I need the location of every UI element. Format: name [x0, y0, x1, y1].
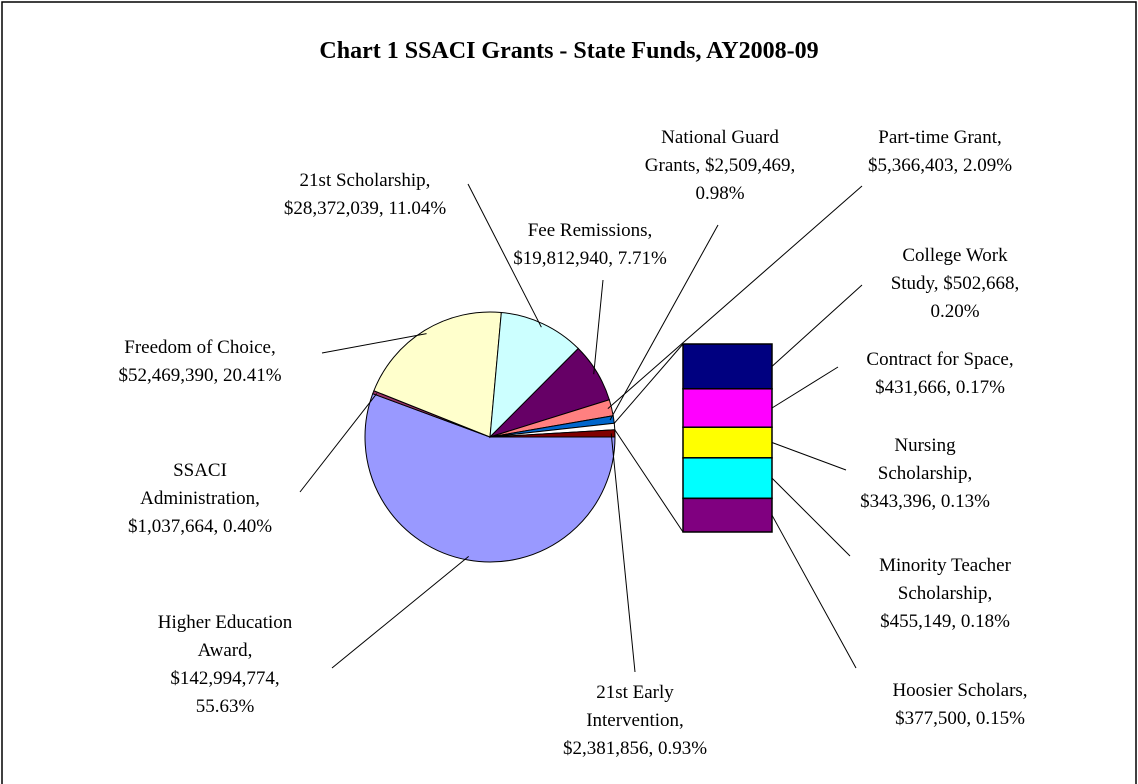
- data-label: 21st Early: [596, 682, 674, 703]
- data-label: Hoosier Scholars,: [892, 680, 1027, 701]
- bar-segment: [682, 497, 773, 533]
- data-label: $28,372,039, 11.04%: [284, 198, 447, 219]
- bar-segment: [682, 343, 773, 390]
- leader-line: [331, 555, 469, 669]
- data-label: Fee Remissions,: [528, 220, 653, 241]
- data-label: 0.98%: [695, 183, 744, 204]
- leader-line: [610, 433, 636, 673]
- data-label: $1,037,664, 0.40%: [128, 516, 272, 537]
- leader-line: [593, 279, 604, 375]
- data-label: 0.20%: [930, 301, 979, 322]
- leader-line: [607, 185, 863, 409]
- data-label: Grants, $2,509,469,: [645, 155, 795, 176]
- data-label: $19,812,940, 7.71%: [513, 248, 667, 269]
- leader-line: [771, 442, 847, 471]
- leader-line: [771, 477, 851, 557]
- leader-line: [299, 393, 378, 493]
- data-label: Intervention,: [586, 710, 684, 731]
- data-label: Nursing: [894, 435, 956, 456]
- leader-line: [609, 224, 719, 421]
- bar-segment: [682, 426, 773, 459]
- data-label: $455,149, 0.18%: [880, 611, 1010, 632]
- data-label: Contract for Space,: [866, 349, 1013, 370]
- data-label: Award,: [198, 640, 253, 661]
- data-label: Minority Teacher: [879, 555, 1011, 576]
- data-label: Scholarship,: [898, 583, 992, 604]
- bar-segment: [682, 457, 773, 500]
- pie-slice: [489, 311, 579, 439]
- leader-line: [321, 333, 427, 354]
- data-label: $431,666, 0.17%: [875, 377, 1005, 398]
- bar-segment: [682, 388, 773, 428]
- leader-line: [771, 284, 863, 367]
- data-label: Part-time Grant,: [878, 127, 1001, 148]
- leader-line: [771, 366, 839, 409]
- data-label: Scholarship,: [878, 463, 972, 484]
- data-label: National Guard: [661, 127, 779, 148]
- pie-slice: [489, 429, 616, 438]
- data-label: $343,396, 0.13%: [860, 491, 990, 512]
- chart-title: Chart 1 SSACI Grants - State Funds, AY20…: [319, 38, 818, 64]
- pie-slice: [373, 311, 502, 438]
- series-line: [614, 429, 684, 533]
- leader-line: [771, 514, 857, 669]
- data-label: College Work: [902, 245, 1008, 266]
- leader-line: [467, 183, 542, 328]
- data-label: Higher Education: [158, 612, 293, 633]
- data-label: 21st Scholarship,: [300, 170, 431, 191]
- data-label: 55.63%: [196, 696, 255, 717]
- data-label: $52,469,390, 20.41%: [118, 365, 281, 386]
- data-label: Freedom of Choice,: [124, 337, 275, 358]
- series-line: [613, 343, 684, 424]
- data-label: Administration,: [140, 488, 260, 509]
- data-label: $142,994,774,: [170, 668, 279, 689]
- data-label: SSACI: [173, 460, 227, 481]
- pie-slice: [364, 393, 616, 563]
- data-label: $377,500, 0.15%: [895, 708, 1025, 729]
- data-label: $5,366,403, 2.09%: [868, 155, 1012, 176]
- data-label: $2,381,856, 0.93%: [563, 738, 707, 759]
- data-label: Study, $502,668,: [891, 273, 1020, 294]
